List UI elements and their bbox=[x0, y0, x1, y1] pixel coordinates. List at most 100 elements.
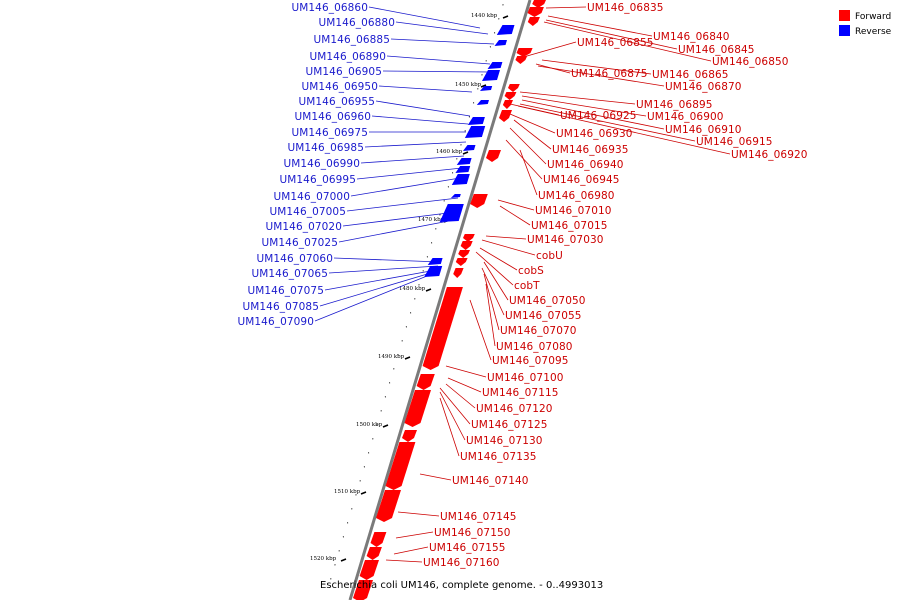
forward-gene-label: UM146_06870 bbox=[665, 81, 742, 93]
reverse-gene-label: UM146_06960 bbox=[294, 111, 371, 123]
forward-label-connector bbox=[509, 127, 547, 165]
reverse-label-connector bbox=[319, 271, 435, 307]
forward-label-connector bbox=[509, 113, 556, 134]
forward-gene-label: UM146_06910 bbox=[665, 124, 742, 136]
forward-gene-label: UM146_07080 bbox=[496, 341, 573, 353]
forward-gene-label: cobS bbox=[518, 265, 544, 277]
reverse-gene-label: UM146_07025 bbox=[261, 237, 338, 249]
forward-gene-label: UM146_07015 bbox=[531, 220, 608, 232]
forward-gene-label: UM146_07150 bbox=[434, 527, 511, 539]
reverse-gene-label: UM146_07075 bbox=[247, 285, 324, 297]
reverse-gene-label: UM146_07065 bbox=[251, 268, 328, 280]
reverse-gene bbox=[464, 126, 486, 138]
forward-gene bbox=[366, 547, 382, 560]
forward-gene-label: UM146_07030 bbox=[527, 234, 604, 246]
forward-gene-label: UM146_07055 bbox=[505, 310, 582, 322]
legend-forward-label: Forward bbox=[855, 12, 891, 22]
forward-label-connector bbox=[445, 383, 476, 409]
forward-gene bbox=[486, 150, 501, 162]
reverse-gene-label: UM146_06995 bbox=[279, 174, 356, 186]
reverse-label-connector bbox=[346, 197, 459, 212]
reverse-gene bbox=[467, 117, 485, 125]
forward-gene bbox=[370, 532, 387, 547]
reverse-label-connector bbox=[368, 6, 481, 29]
forward-gene-label: UM146_07115 bbox=[482, 387, 559, 399]
forward-label-connector bbox=[475, 251, 514, 286]
reverse-label-connector bbox=[338, 219, 455, 243]
tick-1440: 1440 kbp bbox=[471, 13, 509, 19]
forward-label-connector bbox=[483, 273, 500, 331]
tick-label: 1500 kbp bbox=[356, 422, 383, 428]
forward-gene-label: cobU bbox=[536, 250, 563, 262]
forward-gene-label: UM146_07100 bbox=[487, 372, 564, 384]
reverse-label-connector bbox=[378, 85, 473, 93]
label-connectors bbox=[314, 6, 731, 563]
tick-label: 1520 kbp bbox=[310, 556, 337, 562]
forward-gene bbox=[532, 0, 546, 8]
tick-label: 1490 kbp bbox=[378, 354, 405, 360]
forward-label-connector bbox=[479, 247, 518, 271]
reverse-gene bbox=[482, 70, 500, 81]
forward-gene bbox=[516, 48, 533, 57]
forward-label-connector bbox=[469, 299, 492, 361]
forward-gene-label: UM146_06920 bbox=[731, 149, 808, 161]
tick-1510: 1510 kbp bbox=[334, 489, 367, 495]
tick-label: 1440 kbp bbox=[471, 13, 498, 19]
forward-gene bbox=[508, 84, 520, 92]
forward-gene-label: UM146_06915 bbox=[696, 136, 773, 148]
reverse-gene bbox=[494, 40, 507, 46]
gene-features bbox=[353, 0, 546, 600]
forward-gene-label: UM146_06900 bbox=[647, 111, 724, 123]
tick-1480: 1480 kbp bbox=[399, 286, 432, 292]
tick-1490: 1490 kbp bbox=[378, 354, 411, 360]
reverse-gene-label: UM146_06950 bbox=[301, 81, 378, 93]
forward-label-connector bbox=[521, 99, 665, 130]
reverse-gene bbox=[496, 25, 515, 35]
forward-label-connector bbox=[385, 559, 423, 563]
forward-gene-label: UM146_06945 bbox=[543, 174, 620, 186]
reverse-gene-label: UM146_06880 bbox=[318, 17, 395, 29]
forward-gene-label: UM146_07135 bbox=[460, 451, 537, 463]
reverse-gene-label: UM146_07020 bbox=[265, 221, 342, 233]
reverse-gene-label: UM146_06990 bbox=[283, 158, 360, 170]
forward-gene-label: cobT bbox=[514, 280, 540, 292]
forward-label-connector bbox=[395, 531, 434, 539]
reverse-label-connector bbox=[333, 257, 441, 263]
reverse-label-connector bbox=[314, 273, 433, 322]
reverse-label-connector bbox=[350, 177, 461, 197]
forward-gene-label: UM146_07050 bbox=[509, 295, 586, 307]
tick-label: 1450 kbp bbox=[455, 82, 482, 88]
forward-label-connector bbox=[519, 103, 696, 142]
forward-gene bbox=[385, 442, 416, 490]
forward-gene-label: UM146_07140 bbox=[452, 475, 529, 487]
forward-gene bbox=[416, 374, 435, 390]
forward-label-connector bbox=[481, 267, 505, 316]
reverse-gene bbox=[463, 145, 476, 151]
forward-gene-label: UM146_06855 bbox=[577, 37, 654, 49]
reverse-gene-label: UM146_06885 bbox=[313, 34, 390, 46]
tick-label: 1480 kbp bbox=[399, 286, 426, 292]
forward-gene-label: UM146_07130 bbox=[466, 435, 543, 447]
reverse-label-connector bbox=[390, 38, 495, 45]
reverse-label-connector bbox=[360, 155, 465, 164]
forward-label-connector bbox=[519, 91, 636, 105]
reverse-label-connector bbox=[328, 265, 439, 274]
legend-forward-swatch bbox=[839, 10, 850, 21]
reverse-label-connector bbox=[364, 141, 467, 148]
forward-label-connector bbox=[537, 65, 665, 87]
forward-label-connector bbox=[439, 397, 460, 457]
forward-gene-label: UM146_07155 bbox=[429, 542, 506, 554]
reverse-gene bbox=[487, 62, 503, 69]
reverse-gene-label: UM146_07000 bbox=[273, 191, 350, 203]
forward-gene-label: UM146_06865 bbox=[652, 69, 729, 81]
reverse-gene-label: UM146_06890 bbox=[309, 51, 386, 63]
forward-gene-label: UM146_07125 bbox=[471, 419, 548, 431]
forward-gene-label: UM146_06845 bbox=[678, 44, 755, 56]
reverse-gene bbox=[427, 258, 443, 265]
reverse-gene-label: UM146_07060 bbox=[256, 253, 333, 265]
forward-label-connector bbox=[447, 377, 482, 393]
forward-label-connector bbox=[393, 546, 429, 555]
reverse-gene-label: UM146_07005 bbox=[269, 206, 346, 218]
forward-label-connector bbox=[517, 105, 731, 155]
